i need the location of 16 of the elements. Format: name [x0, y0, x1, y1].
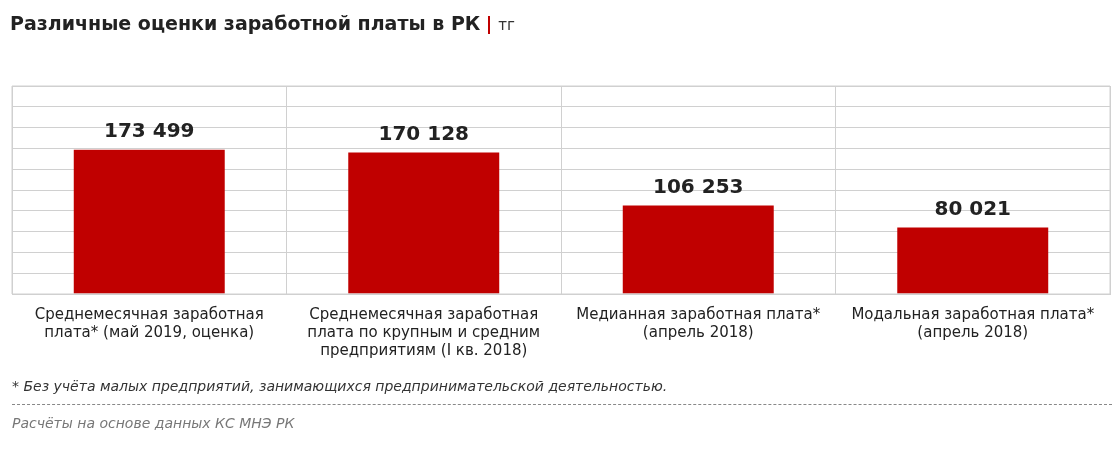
- chart-title: Различные оценки заработной платы в РК: [10, 12, 481, 34]
- bar: [348, 152, 500, 294]
- bar: [622, 205, 774, 294]
- x-tick-label: Среднемесячная заработная плата по крупным и средним предприятиям (I кв. 2018): [307, 304, 541, 359]
- x-tick-label: Среднемесячная заработная плата* (май 2019, оценка): [34, 304, 264, 341]
- x-tick-label: Медианная заработная плата* (апрель 2018): [576, 304, 821, 341]
- text: * Без учёта малых предприятий, занимающихся предпринимательской деятельностью.: [12, 378, 1112, 405]
- data-label: 170 128: [378, 120, 469, 145]
- data-label: 173 499: [104, 117, 195, 142]
- bar: [73, 149, 225, 294]
- text: Расчёты на основе данных КС МНЭ РК: [12, 415, 296, 431]
- chart-subtitle: тг: [488, 16, 515, 34]
- data-label: 80 021: [934, 195, 1012, 220]
- bar: [897, 227, 1049, 294]
- x-tick-label: Модальная заработная плата* (апрель 2018): [851, 304, 1095, 341]
- data-label: 106 253: [653, 173, 744, 198]
